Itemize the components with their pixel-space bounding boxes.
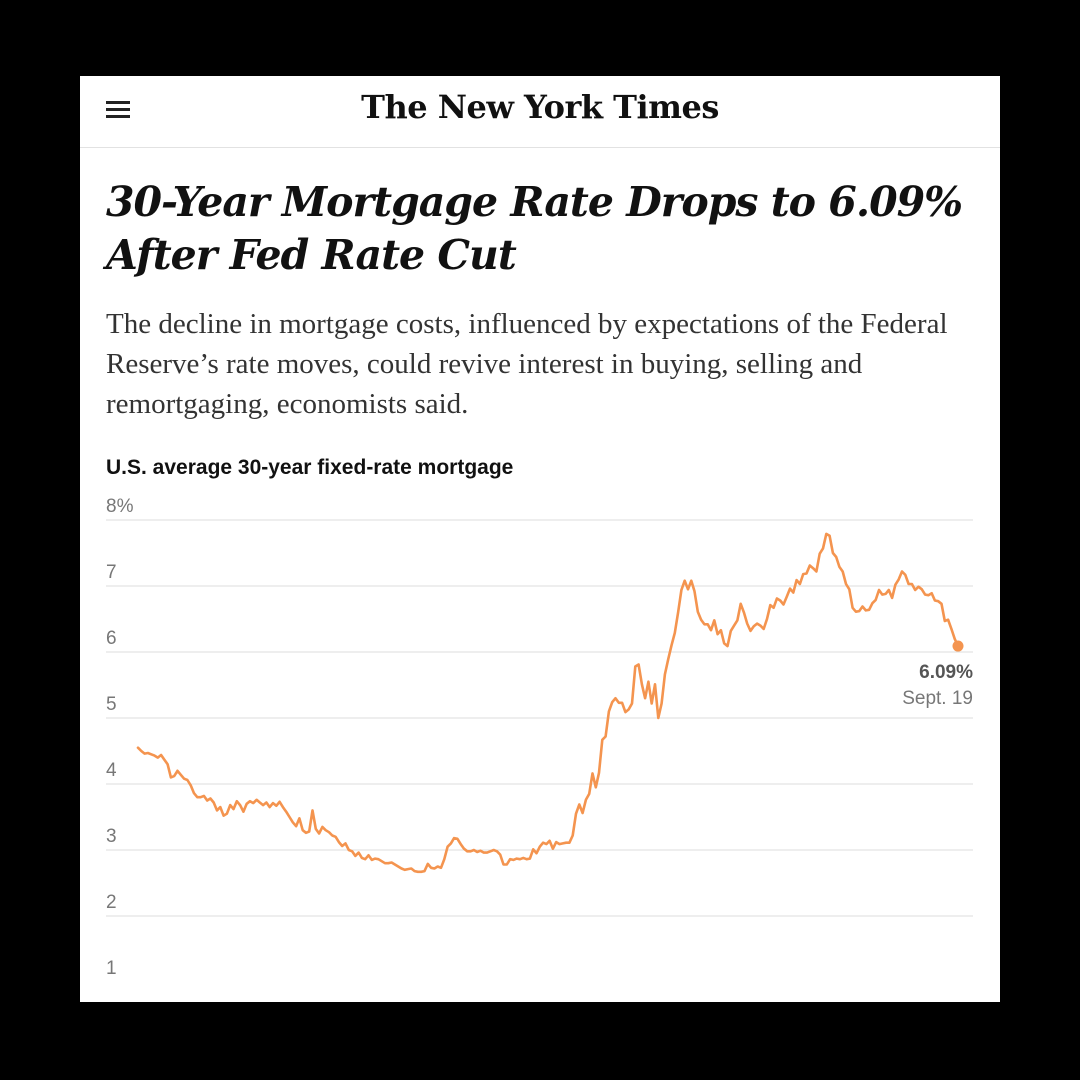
article-headline: 30-Year Mortgage Rate Drops to 6.09% Aft…	[106, 178, 963, 279]
y-tick-label-6: 6	[106, 628, 117, 649]
end-point-marker	[952, 640, 964, 652]
article-card: The New York Times 30-Year Mortgage Rate…	[80, 76, 1000, 1002]
y-tick-label-4: 4	[106, 760, 117, 781]
y-tick-label-1: 1	[106, 958, 117, 979]
top-navigation-bar: The New York Times	[80, 76, 1000, 148]
article-summary: The decline in mortgage costs, influence…	[106, 308, 948, 420]
end-date-label: Sept. 19	[902, 688, 973, 709]
y-tick-label-2: 2	[106, 892, 117, 913]
y-tick-label-3: 3	[106, 826, 117, 847]
y-tick-label-8: 8%	[106, 496, 134, 517]
masthead-logo[interactable]: The New York Times	[361, 88, 719, 126]
y-tick-label-5: 5	[106, 694, 117, 715]
mortgage-rate-chart: 8% 7 6 5 4 3 2 1 6.09% Sept. 19	[106, 496, 973, 979]
end-value-label: 6.09%	[919, 662, 973, 683]
mortgage-rate-line	[136, 532, 960, 874]
chart-title: U.S. average 30-year fixed-rate mortgage	[106, 456, 514, 479]
hamburger-menu-icon[interactable]	[106, 101, 130, 119]
y-tick-label-7: 7	[106, 562, 117, 583]
